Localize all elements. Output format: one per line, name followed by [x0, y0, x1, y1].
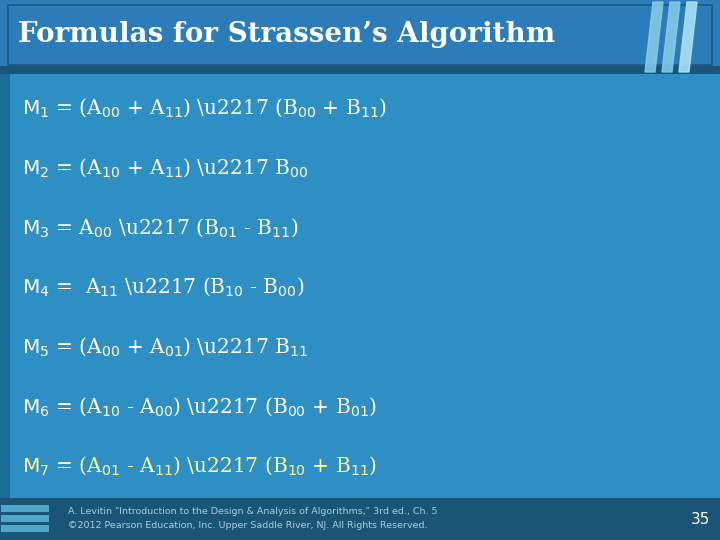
Polygon shape [662, 2, 680, 72]
Text: $\mathsf{M_3}$ = A$_{\mathsf{00}}$ \u2217 (B$_{\mathsf{01}}$ - B$_{\mathsf{11}}$: $\mathsf{M_3}$ = A$_{\mathsf{00}}$ \u221… [22, 216, 298, 239]
Bar [1, 515, 49, 522]
Bar [0, 0, 720, 68]
Bar [0, 66, 720, 74]
Bar [1, 505, 49, 512]
Text: 35: 35 [690, 511, 710, 526]
Text: Formulas for Strassen’s Algorithm: Formulas for Strassen’s Algorithm [18, 21, 555, 48]
Text: ©2012 Pearson Education, Inc. Upper Saddle River, NJ. All Rights Reserved.: ©2012 Pearson Education, Inc. Upper Sadd… [68, 522, 428, 530]
Bar [1, 525, 49, 532]
Text: A. Levitin "Introduction to the Design & Analysis of Algorithms," 3rd ed., Ch. 5: A. Levitin "Introduction to the Design &… [68, 508, 438, 516]
Bar [8, 5, 712, 65]
Polygon shape [679, 2, 697, 72]
Polygon shape [645, 2, 663, 72]
Text: $\mathsf{M_7}$ = (A$_{\mathsf{01}}$ - A$_{\mathsf{11}}$) \u2217 (B$_{\mathsf{10}: $\mathsf{M_7}$ = (A$_{\mathsf{01}}$ - A$… [22, 455, 377, 477]
Bar [0, 498, 720, 540]
Bar [0, 74, 10, 502]
Text: $\mathsf{M_5}$ = (A$_{\mathsf{00}}$ + A$_{\mathsf{01}}$) \u2217 B$_{\mathsf{11}}: $\mathsf{M_5}$ = (A$_{\mathsf{00}}$ + A$… [22, 335, 308, 358]
Text: $\mathsf{M_6}$ = (A$_{\mathsf{10}}$ - A$_{\mathsf{00}}$) \u2217 (B$_{\mathsf{00}: $\mathsf{M_6}$ = (A$_{\mathsf{10}}$ - A$… [22, 395, 377, 418]
Text: $\mathsf{M_1}$ = (A$_{\mathsf{00}}$ + A$_{\mathsf{11}}$) \u2217 (B$_{\mathsf{00}: $\mathsf{M_1}$ = (A$_{\mathsf{00}}$ + A$… [22, 97, 387, 119]
Text: $\mathsf{M_2}$ = (A$_{\mathsf{10}}$ + A$_{\mathsf{11}}$) \u2217 B$_{\mathsf{00}}: $\mathsf{M_2}$ = (A$_{\mathsf{10}}$ + A$… [22, 156, 308, 179]
Text: $\mathsf{M_4}$ =  A$_{\mathsf{11}}$ \u2217 (B$_{\mathsf{10}}$ - B$_{\mathsf{00}}: $\mathsf{M_4}$ = A$_{\mathsf{11}}$ \u221… [22, 276, 305, 298]
